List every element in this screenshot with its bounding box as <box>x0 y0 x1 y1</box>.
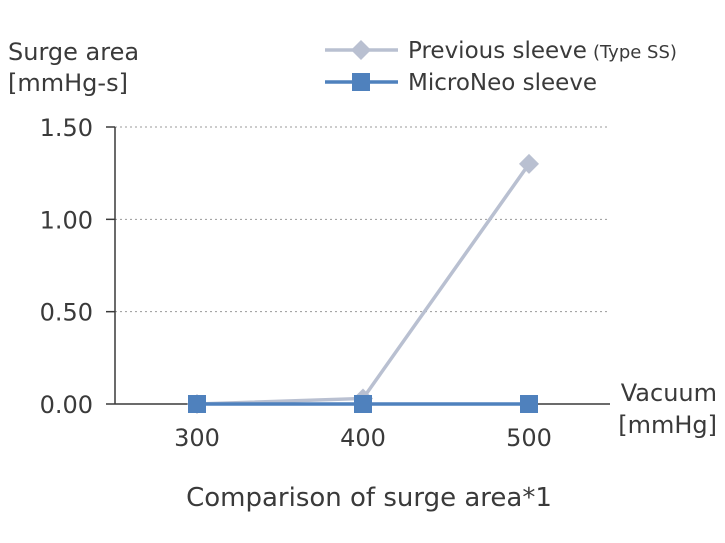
x-axis-label-line1: Vacuum <box>621 379 717 407</box>
x-tick-label: 300 <box>174 424 220 452</box>
x-tick-label: 400 <box>340 424 386 452</box>
x-tick-label: 500 <box>506 424 552 452</box>
y-tick-label: 0.00 <box>40 391 93 419</box>
data-point <box>520 395 538 413</box>
y-axis-label-line1: Surge area <box>8 38 139 66</box>
series-previous-sleeve <box>187 153 539 414</box>
data-point <box>188 395 206 413</box>
y-axis-label-line2: [mmHg-s] <box>8 69 128 97</box>
series <box>187 153 539 414</box>
y-tick-label: 1.00 <box>40 206 93 234</box>
legend-label: MicroNeo sleeve <box>408 70 597 96</box>
data-point <box>519 153 539 174</box>
data-point <box>354 395 372 413</box>
series-line <box>196 162 531 406</box>
y-tick-labels: 0.00 0.50 1.00 1.50 <box>40 114 93 419</box>
series-microneo-sleeve <box>188 395 538 413</box>
legend-label: Previous sleeve (Type SS) <box>408 38 677 64</box>
legend-marker <box>352 73 370 91</box>
x-tick-labels: 300 400 500 <box>174 424 552 452</box>
legend-marker <box>351 40 371 60</box>
gridlines <box>106 126 610 405</box>
y-tick-label: 1.50 <box>40 114 93 142</box>
y-tick-label: 0.50 <box>40 299 93 327</box>
legend: Previous sleeve (Type SS) MicroNeo sleeve <box>325 38 677 96</box>
chart-title: Comparison of surge area*1 <box>186 483 552 513</box>
x-axis-label-line2: [mmHg] <box>618 411 717 439</box>
